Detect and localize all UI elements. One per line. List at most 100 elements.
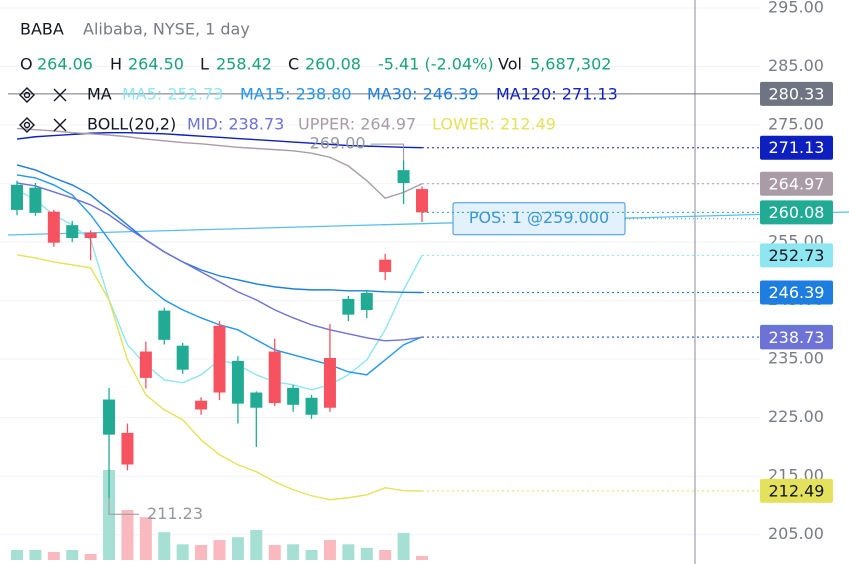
visibility-icon[interactable]	[19, 117, 35, 133]
indicator-line	[16, 127, 423, 200]
volume-key: Vol	[498, 55, 522, 74]
min-label: 211.23	[147, 504, 203, 523]
price-badge-label: 260.08	[769, 203, 825, 222]
candle-body	[213, 325, 226, 393]
volume-bar	[323, 540, 336, 560]
max-label: 269.00	[310, 134, 366, 153]
candle-body	[47, 211, 60, 243]
legend-group-title: MA	[87, 85, 112, 104]
visibility-icon-dot	[23, 91, 31, 99]
candle-body	[11, 184, 23, 210]
volume-bar	[103, 470, 116, 560]
legend-entry: LOWER: 212.49	[432, 115, 556, 134]
candle-body	[416, 189, 428, 213]
remove-icon[interactable]	[53, 118, 67, 132]
price-badge	[760, 478, 833, 503]
price-badge-label: 271.13	[769, 138, 825, 157]
volume-bar	[250, 530, 263, 560]
volume-bar	[158, 532, 171, 560]
volume-bar	[379, 550, 392, 560]
y-tick-label: 235.00	[768, 349, 824, 368]
candle-body	[121, 432, 134, 465]
description: Alibaba, NYSE, 1 day	[83, 20, 250, 39]
candle-body	[268, 351, 281, 404]
candle-body	[103, 399, 116, 435]
volume-bar	[66, 550, 79, 560]
price-badge-label: 252.73	[769, 246, 825, 265]
candle-body	[139, 351, 152, 378]
price-badge	[760, 81, 833, 106]
legend-entry: MA5: 252.73	[122, 85, 223, 104]
price-badge	[760, 171, 833, 196]
price-badge-label: 238.73	[769, 328, 825, 347]
trend-line	[7, 211, 849, 236]
candle-body	[195, 400, 208, 410]
volume-bar	[213, 540, 226, 560]
candle-body	[250, 392, 263, 408]
legend-entry: MID: 238.73	[187, 115, 284, 134]
visibility-icon-dot	[23, 121, 31, 129]
y-tick-label: 285.00	[768, 56, 824, 75]
volume-bar	[121, 510, 134, 560]
price-badge-label: 212.49	[769, 481, 825, 500]
legend-entry: MA120: 271.13	[496, 85, 618, 104]
y-tick-label: 295.00	[768, 0, 824, 17]
volume-bar	[397, 532, 410, 560]
candle-body	[231, 360, 244, 404]
price-axis: 205.00215.00225.00235.00245.00255.00265.…	[760, 0, 833, 543]
volume-bar	[84, 554, 97, 560]
ohlc-value: 260.08	[305, 55, 361, 74]
visibility-icon[interactable]	[19, 87, 35, 103]
volume-bar	[268, 545, 281, 560]
candle-body	[397, 170, 410, 183]
candle-body	[379, 259, 392, 272]
candle-body	[342, 298, 355, 315]
price-badge	[760, 135, 833, 160]
volume-bar	[11, 550, 23, 560]
candle-body	[323, 357, 336, 408]
position-label: POS: 1 @259.000	[469, 208, 609, 227]
ohlc-key: H	[110, 55, 122, 74]
candle-body	[29, 187, 42, 213]
ohlc-key: O	[20, 55, 33, 74]
plot: 269.00 211.23 POS: 1 @259.000	[8, 93, 760, 560]
legend-group-title: BOLL(20,2)	[87, 115, 176, 134]
symbol: BABA	[20, 20, 64, 39]
legend-icons	[19, 87, 67, 133]
price-badge	[760, 200, 833, 225]
volume-bar	[195, 545, 208, 560]
price-badge-label: 280.33	[769, 84, 825, 103]
indicator-line	[16, 182, 423, 342]
volume-bar	[29, 550, 42, 560]
candle-body	[158, 310, 171, 340]
legend-entry: MA30: 246.39	[367, 85, 479, 104]
volume-bar	[47, 552, 60, 560]
ohlc-key: C	[288, 55, 299, 74]
volume-bar	[342, 544, 355, 560]
volume-bar	[305, 550, 318, 560]
y-tick-label: 225.00	[768, 407, 824, 426]
y-tick-label: 275.00	[768, 115, 824, 134]
ohlc-key: L	[200, 55, 209, 74]
indicator-line	[16, 254, 423, 501]
price-badge-label: 246.39	[769, 283, 825, 302]
max-marker	[370, 143, 405, 161]
volume-bar	[416, 555, 428, 560]
indicator-line	[16, 164, 423, 294]
price-badge	[760, 280, 833, 305]
remove-icon[interactable]	[53, 88, 67, 102]
y-tick-label: 205.00	[768, 524, 824, 543]
volume-value: 5,687,302	[530, 55, 611, 74]
volume-bar	[287, 544, 300, 560]
price-badge	[760, 243, 833, 268]
price-badge	[760, 325, 833, 350]
change: -5.41 (-2.04%)	[378, 55, 494, 74]
candle-body	[305, 397, 318, 415]
candle-body	[176, 345, 189, 370]
ohlc-value: 264.50	[128, 55, 184, 74]
ohlc-value: 258.42	[216, 55, 272, 74]
candle-body	[84, 232, 97, 239]
min-marker	[108, 498, 140, 515]
volume-bar	[176, 544, 189, 560]
